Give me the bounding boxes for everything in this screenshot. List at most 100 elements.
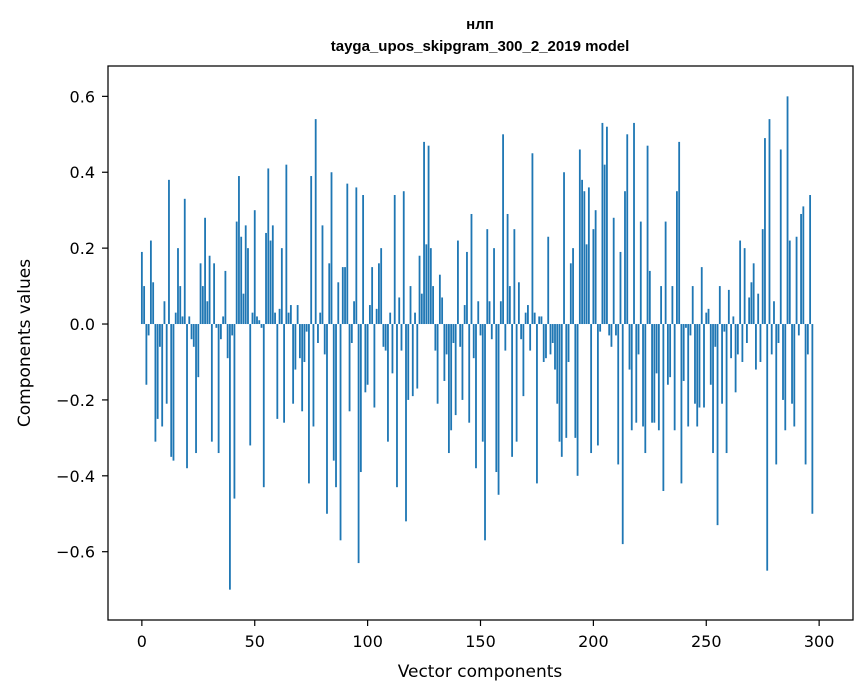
bar: [244, 225, 247, 325]
bar: [140, 251, 143, 325]
bar: [341, 267, 344, 325]
bar: [486, 229, 489, 325]
bar: [791, 324, 793, 404]
bar: [669, 324, 672, 378]
bar: [362, 195, 365, 325]
bar: [773, 301, 775, 325]
bar: [682, 324, 685, 381]
bar: [784, 324, 787, 431]
bar: [168, 179, 170, 325]
bar: [389, 312, 392, 325]
bar: [680, 324, 683, 484]
bar: [587, 187, 590, 325]
y-tick-label: −0.2: [56, 391, 95, 410]
bar: [718, 286, 721, 325]
bar: [592, 229, 595, 325]
chart-subtitle: tayga_upos_skipgram_300_2_2019 model: [331, 38, 630, 55]
bar: [806, 324, 809, 355]
bar: [703, 324, 705, 408]
bar: [213, 263, 216, 325]
bar: [490, 324, 493, 340]
bar: [251, 312, 254, 325]
bar: [303, 324, 306, 362]
bar: [520, 324, 523, 340]
bar: [317, 324, 319, 343]
bar: [414, 312, 416, 325]
bar: [308, 324, 310, 484]
bar: [648, 270, 651, 325]
bar: [585, 244, 588, 325]
bar: [725, 324, 728, 454]
bar: [238, 176, 240, 325]
bar: [554, 324, 556, 370]
bar: [590, 324, 593, 454]
bar: [764, 138, 766, 325]
y-tick-label: 0.2: [70, 239, 95, 258]
bar: [429, 248, 432, 325]
bar: [635, 324, 638, 423]
bar: [759, 324, 762, 362]
bar: [405, 324, 407, 522]
bar: [224, 270, 227, 325]
bar: [547, 236, 550, 325]
bar: [170, 324, 173, 457]
bar: [502, 134, 504, 325]
bar: [736, 324, 739, 355]
bar: [529, 324, 532, 351]
bar: [694, 324, 696, 404]
bar: [676, 191, 678, 325]
bar: [617, 324, 620, 465]
bar: [190, 324, 193, 340]
bar: [560, 324, 563, 457]
x-tick-label: 250: [691, 632, 722, 651]
bar: [359, 324, 362, 473]
bar: [657, 324, 660, 431]
y-tick-label: −0.4: [56, 467, 95, 486]
bar: [574, 324, 577, 438]
bar: [283, 324, 285, 423]
bar: [319, 312, 322, 325]
bar: [436, 324, 439, 404]
bar: [811, 324, 814, 514]
bar: [727, 289, 730, 325]
bar: [161, 324, 164, 427]
bar: [558, 324, 561, 442]
bar: [761, 229, 764, 325]
bar: [768, 119, 771, 325]
bar: [441, 297, 444, 325]
bar: [551, 324, 554, 343]
bar: [795, 236, 798, 325]
bar: [752, 263, 755, 325]
bar: [504, 324, 507, 351]
bar: [420, 293, 423, 325]
bar: [229, 324, 231, 590]
bar: [470, 213, 473, 325]
y-axis-label: Components values: [15, 259, 35, 427]
bar: [522, 324, 525, 397]
bar: [328, 263, 331, 325]
bar: [199, 263, 202, 325]
bar: [145, 324, 148, 385]
bar: [549, 324, 552, 355]
bar: [545, 324, 547, 359]
bar: [210, 324, 213, 442]
bar: [323, 324, 326, 355]
bar: [192, 324, 195, 347]
bar: [517, 282, 520, 325]
bars-group: [140, 96, 814, 590]
bar: [355, 187, 358, 325]
bar: [457, 240, 459, 325]
bar: [610, 324, 613, 347]
bar: [310, 176, 313, 325]
bar: [716, 324, 719, 526]
bar: [757, 293, 760, 325]
bar: [484, 324, 486, 541]
bar: [312, 324, 315, 427]
bar: [637, 324, 640, 355]
bar: [594, 210, 597, 325]
x-tick-label: 150: [465, 632, 496, 651]
bar: [217, 324, 220, 454]
bar: [673, 324, 676, 431]
bar: [612, 217, 615, 325]
bar: [398, 297, 401, 325]
